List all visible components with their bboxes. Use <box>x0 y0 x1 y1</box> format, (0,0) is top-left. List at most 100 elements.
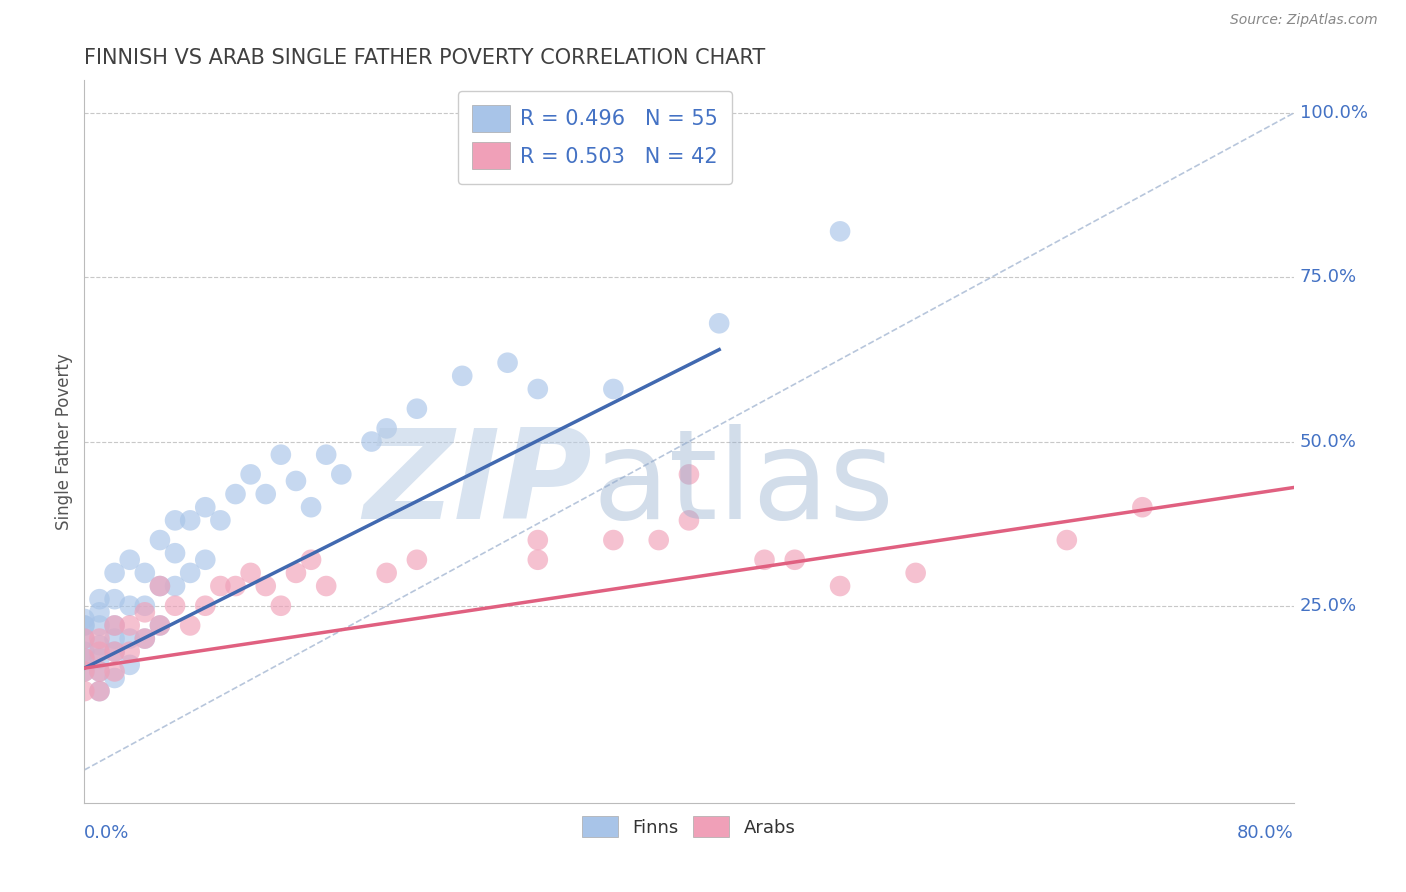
Text: 0.0%: 0.0% <box>84 824 129 842</box>
Point <box>118 657 141 672</box>
Point <box>602 382 624 396</box>
Point <box>904 566 927 580</box>
Point <box>783 553 806 567</box>
Point <box>134 632 156 646</box>
Point <box>73 618 96 632</box>
Point <box>73 618 96 632</box>
Point <box>830 224 852 238</box>
Point <box>118 632 141 646</box>
Point <box>89 592 111 607</box>
Point <box>89 684 111 698</box>
Point <box>709 316 731 330</box>
Point <box>149 618 172 632</box>
Text: ZIP: ZIP <box>364 425 592 545</box>
Point <box>315 579 337 593</box>
Point <box>527 382 550 396</box>
Point <box>315 448 337 462</box>
Point <box>89 645 111 659</box>
Point <box>254 579 277 593</box>
Point <box>134 566 156 580</box>
Text: 25.0%: 25.0% <box>1299 597 1357 615</box>
Point <box>602 533 624 547</box>
Legend: Finns, Arabs: Finns, Arabs <box>575 809 803 845</box>
Point <box>118 645 141 659</box>
Point <box>134 599 156 613</box>
Point <box>179 566 201 580</box>
Point <box>104 645 127 659</box>
Point <box>73 651 96 665</box>
Point <box>179 618 201 632</box>
Point <box>165 546 187 560</box>
Point <box>104 671 127 685</box>
Point <box>89 665 111 679</box>
Point <box>648 533 671 547</box>
Point <box>118 618 141 632</box>
Point <box>239 467 262 482</box>
Point <box>496 356 519 370</box>
Point <box>194 599 217 613</box>
Point <box>104 665 127 679</box>
Point <box>527 533 550 547</box>
Point <box>165 599 187 613</box>
Point <box>225 487 247 501</box>
Point <box>375 421 398 435</box>
Point <box>73 665 96 679</box>
Point <box>134 605 156 619</box>
Text: 50.0%: 50.0% <box>1299 433 1357 450</box>
Point <box>89 618 111 632</box>
Point <box>285 566 308 580</box>
Point <box>104 592 127 607</box>
Point <box>73 645 96 659</box>
Point <box>165 579 187 593</box>
Point <box>406 401 429 416</box>
Point <box>73 632 96 646</box>
Text: Source: ZipAtlas.com: Source: ZipAtlas.com <box>1230 13 1378 28</box>
Point <box>89 638 111 652</box>
Point <box>406 553 429 567</box>
Point <box>209 513 232 527</box>
Point <box>149 579 172 593</box>
Point <box>451 368 474 383</box>
Point <box>118 553 141 567</box>
Point <box>1056 533 1078 547</box>
Text: atlas: atlas <box>592 425 894 545</box>
Point <box>225 579 247 593</box>
Point <box>165 513 187 527</box>
Point <box>134 632 156 646</box>
Point <box>89 605 111 619</box>
Point <box>89 665 111 679</box>
Text: 80.0%: 80.0% <box>1237 824 1294 842</box>
Point <box>104 566 127 580</box>
Point <box>830 579 852 593</box>
Point <box>330 467 353 482</box>
Point <box>73 632 96 646</box>
Point <box>104 618 127 632</box>
Point <box>73 651 96 665</box>
Point <box>104 632 127 646</box>
Point <box>299 553 322 567</box>
Point <box>1130 500 1153 515</box>
Point <box>149 579 172 593</box>
Y-axis label: Single Father Poverty: Single Father Poverty <box>55 353 73 530</box>
Point <box>209 579 232 593</box>
Point <box>194 500 217 515</box>
Point <box>270 599 292 613</box>
Point <box>375 566 398 580</box>
Point <box>754 553 776 567</box>
Point <box>239 566 262 580</box>
Point <box>678 513 700 527</box>
Text: 75.0%: 75.0% <box>1299 268 1357 286</box>
Point <box>89 632 111 646</box>
Point <box>194 553 217 567</box>
Text: 100.0%: 100.0% <box>1299 104 1368 122</box>
Point <box>678 467 700 482</box>
Point <box>104 618 127 632</box>
Point <box>89 651 111 665</box>
Point <box>104 645 127 659</box>
Point <box>73 612 96 626</box>
Point <box>299 500 322 515</box>
Point <box>360 434 382 449</box>
Point <box>89 684 111 698</box>
Point <box>149 533 172 547</box>
Text: FINNISH VS ARAB SINGLE FATHER POVERTY CORRELATION CHART: FINNISH VS ARAB SINGLE FATHER POVERTY CO… <box>84 47 766 68</box>
